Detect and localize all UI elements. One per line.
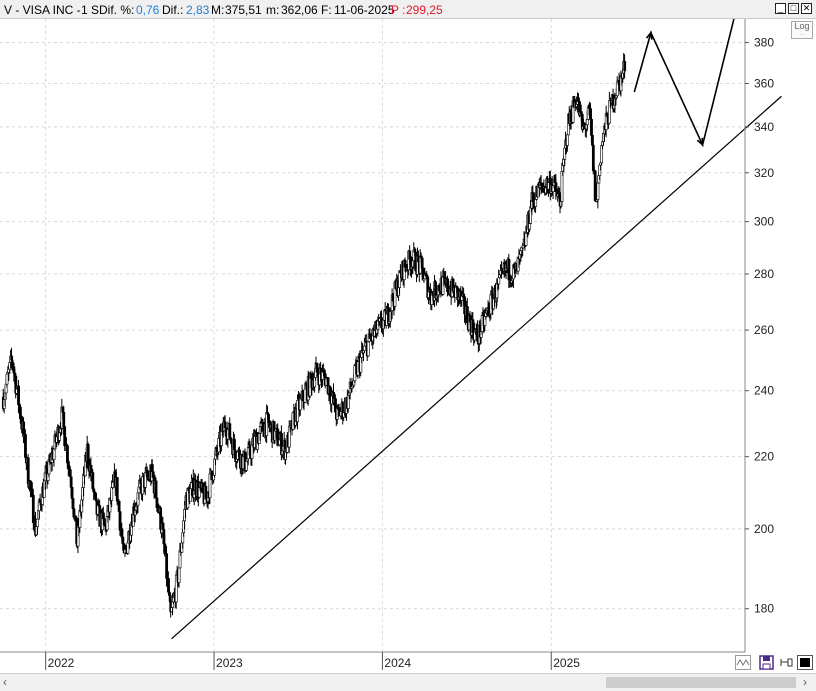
projection-arrowhead [696, 137, 704, 147]
x-tick-label: 2022 [48, 656, 75, 670]
candle-body [623, 61, 627, 72]
symbol-label: V - VISA INC - [4, 3, 81, 17]
price-label: P : [391, 3, 406, 17]
window-controls: _ □ ✕ [775, 3, 812, 14]
y-tick-label: 300 [754, 215, 774, 229]
candle-body [71, 498, 75, 509]
horizontal-scrollbar[interactable]: ‹ › [0, 673, 816, 691]
candle-body [63, 426, 67, 447]
candle-body [596, 182, 600, 200]
drawn-lines [171, 19, 782, 640]
candle-body [245, 460, 248, 471]
candle-body [363, 345, 366, 351]
candle-body [126, 542, 130, 554]
candle-body [210, 470, 214, 476]
max-value: 375,51 [225, 3, 262, 17]
projection-path [633, 19, 735, 148]
candle-body [539, 182, 543, 186]
support-trendline [171, 95, 782, 640]
candle-body [17, 385, 20, 406]
x-tick-label: 2023 [216, 656, 243, 670]
candle-body [36, 518, 39, 528]
price-axis: 180 200 220 240 260 280 300 320 340 360 380 [745, 36, 774, 616]
scroll-left-icon[interactable]: ‹ [3, 675, 7, 689]
y-tick-label: 340 [754, 120, 774, 134]
candle-body [299, 398, 302, 411]
save-icon[interactable] [759, 655, 775, 670]
candle-body [528, 223, 532, 230]
candle-body [62, 411, 66, 427]
candle-body [155, 497, 159, 508]
pin-icon[interactable] [778, 655, 794, 670]
color-swatch-icon[interactable] [797, 655, 813, 670]
log-scale-button[interactable]: Log ····· [791, 21, 813, 39]
candle-body [110, 487, 114, 501]
minimize-icon[interactable]: _ [775, 3, 786, 14]
candle-body [497, 277, 501, 285]
candle-body [446, 278, 449, 292]
candle-body [507, 259, 511, 281]
y-tick-label: 320 [754, 166, 774, 180]
dif-value: 2,83 [186, 3, 210, 17]
period-label: 1 S [81, 3, 100, 17]
candle-body [91, 472, 95, 490]
y-tick-label: 360 [754, 77, 774, 91]
max-label: M: [211, 3, 225, 17]
candle-body [566, 134, 569, 146]
dif-label: Dif.: [162, 3, 184, 17]
candle-body [534, 199, 538, 207]
log-scale-detail: ····· [797, 32, 807, 38]
x-tick-label: 2024 [384, 656, 411, 670]
candle-body [303, 388, 307, 403]
candle-body [74, 515, 78, 519]
candle-body [115, 477, 119, 502]
chart-window-titlebar: V - VISA INC - 1 S Dif. %: 0,76 Dif.: 2,… [0, 0, 816, 19]
log-scale-label: Log [794, 21, 810, 31]
candle-body [233, 438, 236, 451]
scroll-right-icon[interactable]: › [803, 675, 807, 689]
candle-body [590, 119, 593, 136]
candle-body [5, 373, 9, 385]
candle-body [163, 543, 167, 555]
candle-body [94, 498, 98, 501]
dif-pct-value: 0,76 [136, 3, 160, 17]
chart-grid [0, 19, 745, 652]
price-value: 299,25 [406, 3, 443, 17]
candle-body [117, 500, 121, 512]
y-tick-label: 240 [754, 384, 774, 398]
candle-body [366, 341, 370, 357]
restore-icon[interactable]: □ [788, 3, 799, 14]
zigzag-tool-icon[interactable] [735, 655, 751, 670]
candle-body [593, 170, 597, 201]
min-value: 362,06 [281, 3, 318, 17]
date-value: 11-06-2025 [334, 3, 395, 17]
y-tick-label: 220 [754, 450, 774, 464]
y-tick-label: 180 [754, 602, 774, 616]
candle-body [524, 232, 528, 246]
candle-body [154, 480, 158, 499]
y-tick-label: 200 [754, 522, 774, 536]
close-icon[interactable]: ✕ [801, 3, 812, 14]
candles [1, 53, 627, 618]
time-axis: 2022 2023 2024 2025 [45, 652, 580, 670]
candle-body [420, 257, 424, 269]
date-label: F: [321, 3, 332, 17]
dif-pct-label: Dif. %: [99, 3, 135, 17]
projection-arrowhead [645, 30, 653, 40]
y-tick-label: 280 [754, 267, 774, 281]
y-tick-label: 380 [754, 36, 774, 50]
x-tick-label: 2025 [553, 656, 580, 670]
scroll-thumb[interactable] [606, 677, 796, 688]
candle-body [177, 567, 181, 583]
candle-body [228, 423, 232, 440]
candle-body [94, 492, 97, 499]
y-tick-label: 260 [754, 323, 774, 337]
min-label: m: [266, 3, 280, 17]
